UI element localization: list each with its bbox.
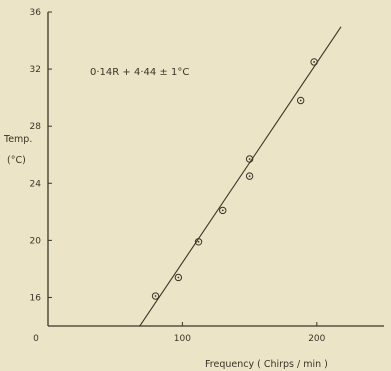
data-point-ring <box>310 58 318 66</box>
y-tick-label: 24 <box>30 179 42 189</box>
ticks: 16 20 24 28 32 36 0 100 200 <box>30 8 326 344</box>
x-tick-label: 200 <box>308 334 325 344</box>
x-tick-label: 0 <box>33 334 39 344</box>
data-point <box>174 273 183 282</box>
data-point-dot <box>248 175 251 178</box>
data-point-dot <box>197 240 200 243</box>
data-point-ring <box>151 292 160 300</box>
data-point-ring <box>245 172 254 180</box>
data-point-ring <box>194 238 203 246</box>
data-point-dot <box>313 61 316 63</box>
data-point-dot <box>154 295 157 297</box>
data-point <box>194 238 203 246</box>
data-point-ring <box>245 155 254 163</box>
fit-line-group <box>138 26 342 327</box>
y-tick-label: 28 <box>30 122 42 132</box>
data-point-dot <box>177 276 180 279</box>
y-tick-label: 36 <box>30 8 42 18</box>
data-point-ring <box>219 206 227 215</box>
data-point <box>245 172 254 180</box>
fit-line <box>138 26 342 327</box>
equation-annotation: 0·14R + 4·44 ± 1°C <box>90 67 189 78</box>
y-tick-label: 32 <box>30 65 41 75</box>
x-axis-title: Frequency ( Chirps / min ) <box>205 359 328 370</box>
y-axis-title-line2: (°C) <box>7 155 26 166</box>
data-point <box>151 292 160 300</box>
data-point <box>296 96 305 105</box>
data-point <box>245 155 254 163</box>
data-points <box>151 58 318 300</box>
data-point <box>219 206 227 215</box>
data-point-ring <box>174 273 183 282</box>
data-point-ring <box>296 96 305 105</box>
y-axis-title-line1: Temp. <box>3 134 32 145</box>
data-point-dot <box>221 209 224 212</box>
data-point-dot <box>299 99 302 102</box>
y-tick-label: 16 <box>30 293 42 303</box>
data-point-dot <box>248 158 251 160</box>
data-point <box>310 58 318 66</box>
axes <box>47 12 384 327</box>
x-tick-label: 100 <box>174 334 191 344</box>
y-tick-label: 20 <box>30 236 42 246</box>
